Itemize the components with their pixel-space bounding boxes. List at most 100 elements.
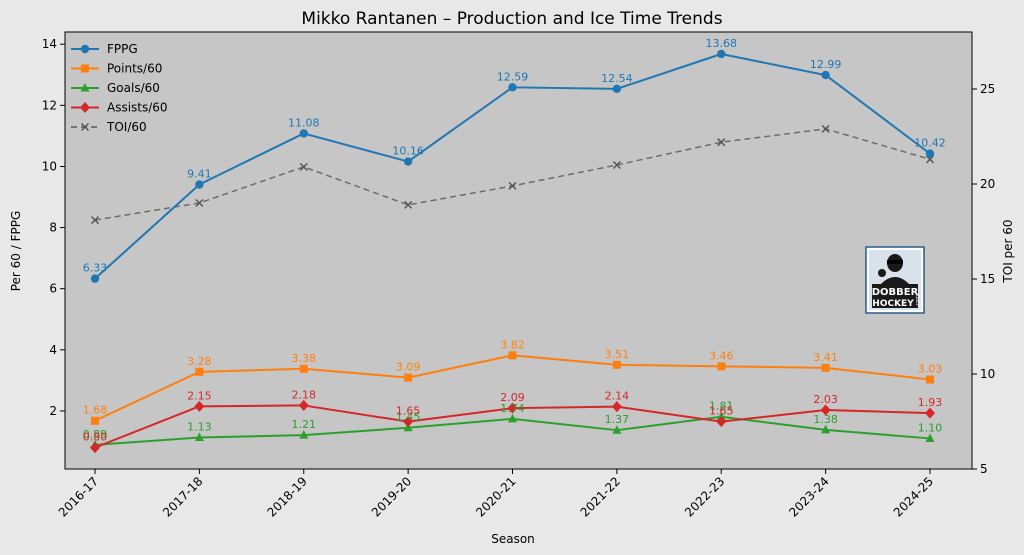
legend-label: Goals/60 [107,81,160,95]
assists-60-data-label: 1.65 [396,405,421,418]
assists-60-point [298,399,309,411]
marker-stroke [299,162,308,171]
logo-text-line1: DOBBER [872,287,919,298]
y-tick-label: 6 [49,282,57,296]
x-tick-label: 2020-21 [473,474,518,519]
x-tick-label: 2024-25 [891,474,936,519]
toi-60-point [299,162,308,171]
fppg-data-label: 12.99 [810,58,842,71]
marker-stroke [80,122,90,132]
series-points-60 [91,351,934,425]
legend-item-points-60: Points/60 [71,62,162,76]
assists-60-data-label: 2.18 [292,388,317,401]
fppg-data-label: 10.42 [914,137,946,150]
goals-60-data-label: 1.21 [292,418,317,431]
goals-60-point [299,430,309,439]
points-60-point [926,375,934,384]
y2-tick-label: 10 [980,367,995,381]
y2-tick-label: 25 [980,82,995,96]
toi-60-point [508,181,517,190]
assists-60-data-label: 2.03 [813,393,838,406]
points-60-data-label: 1.68 [83,404,108,417]
fppg-data-label: 12.59 [497,70,529,83]
logo-text-suffix: .com [915,295,921,307]
goals-60-point [821,424,831,434]
data-labels: 6.33 9.41 11.08 10.16 12.59 12.54 13.68 12.99 10… [83,37,946,444]
fppg-data-label: 6.33 [83,262,108,275]
dobberhockey-logo: DOBBER HOCKEY .com [865,246,925,314]
assists-60-point [820,404,831,416]
series-assists-60 [90,399,935,454]
toi-60-point [90,216,100,225]
points-60-point [91,416,99,425]
y-tick-label: 12 [42,98,57,112]
goals-60-data-label: 1.37 [605,413,630,426]
toi-60-point [195,198,204,208]
points-60-data-label: 3.28 [187,355,212,368]
logo-text-line2: HOCKEY [872,299,914,309]
goals-60-data-label: 1.81 [709,400,734,413]
legend-marker [80,44,90,54]
marker-stroke [195,198,204,208]
fppg-point [90,274,100,283]
assists-60-point [925,407,935,419]
x-tick-label: 2019-20 [369,474,414,519]
legend-marker [80,122,90,132]
y2-tick-label: 5 [980,462,988,476]
points-60-data-label: 3.38 [292,352,317,365]
points-60-point [508,351,517,360]
x-tick-label: 2023-24 [786,474,831,519]
y-axis-left: 2 4 6 8 10 12 14 [42,37,65,418]
assists-60-data-label: 2.09 [500,391,525,404]
legend: FPPG Points/60 Goals/60 Assists/60 TOI/60 [71,42,168,134]
legend-marker [80,102,90,113]
legend-item-fppg: FPPG [71,42,138,56]
goals-60-data-label: 1.45 [396,411,421,424]
toi-60-point [717,138,726,147]
assists-60-data-label: 1.65 [709,405,734,418]
marker-stroke [90,216,100,225]
y2-tick-label: 15 [980,272,995,286]
points-60-data-label: 3.51 [605,348,630,361]
y-tick-label: 2 [49,404,57,418]
marker-stroke [717,138,726,147]
y-tick-label: 14 [42,37,57,51]
series-fppg [90,49,935,283]
x-axis-title: Season [491,532,535,546]
series-toi-60 [90,124,935,225]
goals-60-point [716,411,726,421]
legend-item-goals-60: Goals/60 [71,81,160,95]
fppg-data-label: 12.54 [601,72,633,85]
fppg-data-label: 9.41 [187,167,212,180]
toi-60-point [821,124,830,133]
fppg-point [821,70,830,80]
goals-60-data-label: 1.74 [500,402,525,415]
goals-60-point [612,425,622,434]
points-60-point [612,360,621,369]
fppg-point [299,129,308,138]
assists-60-data-label: 0.80 [83,431,108,444]
marker-stroke [612,160,621,170]
y2-tick-label: 20 [980,177,995,191]
marker-stroke [821,124,830,133]
points-60-data-label: 3.41 [813,351,838,364]
legend-label: Points/60 [107,62,162,76]
legend-label: TOI/60 [106,120,147,134]
fppg-point [195,180,204,189]
points-60-point [299,364,308,373]
goals-60-point [194,432,204,442]
toi-60-point [404,200,413,209]
chart-title: Mikko Rantanen – Production and Ice Time… [301,9,722,29]
points-60-data-label: 3.09 [396,361,421,374]
legend-item-toi-60: TOI/60 [71,120,147,134]
legend-label: Assists/60 [107,101,168,115]
goals-60-point [508,413,517,423]
fppg-data-label: 11.08 [288,116,320,129]
fppg-data-label: 10.16 [392,145,424,158]
plot-area [64,31,973,470]
goals-60-data-label: 1.10 [918,421,943,434]
y2-axis-title: TOI per 60 [1001,219,1015,283]
points-60-point [195,367,204,376]
